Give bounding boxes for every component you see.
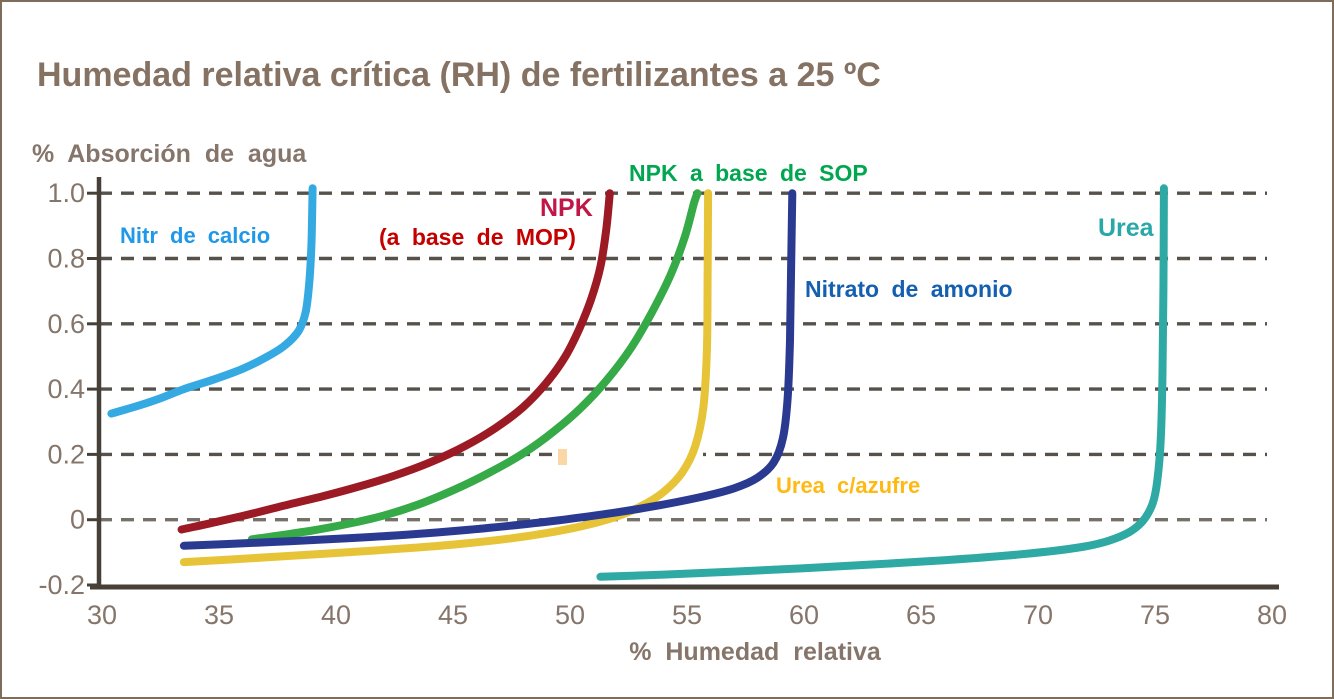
x-tick-label: 45	[438, 600, 468, 630]
y-tick-label: 0.2	[47, 439, 85, 469]
erased-label-remnant	[558, 449, 567, 465]
x-tick-label: 50	[555, 600, 585, 630]
series-label-nitrato-de-amonio: Nitrato de amonio	[805, 276, 1013, 302]
series-label-a-base-de-mop: (a base de MOP)	[379, 224, 576, 250]
x-tick-label: 80	[1257, 600, 1287, 630]
curve-urea_azufre	[179, 189, 713, 567]
curve-urea	[596, 184, 1168, 581]
x-axis-title: % Humedad relativa	[629, 638, 881, 666]
series-label-npk: NPK	[540, 194, 593, 222]
curve-nitrato_amonio	[179, 189, 797, 550]
series-label-urea: Urea	[1098, 214, 1154, 242]
y-axis-title: % Absorción de agua	[32, 140, 307, 168]
x-tick-label: 75	[1140, 600, 1170, 630]
curve-npk_mop	[177, 189, 614, 534]
series-label-urea-c-azufre: Urea c/azufre	[776, 473, 921, 498]
y-tick-label: 0.6	[47, 309, 85, 339]
erased-label-patch	[553, 442, 703, 472]
y-tick-label: 0.8	[47, 244, 85, 274]
x-tick-label: 55	[672, 600, 702, 630]
x-tick-label: 30	[87, 600, 117, 630]
curve-npk_sop	[247, 189, 702, 544]
y-tick-label: 0.4	[47, 374, 85, 404]
page-title: Humedad relativa crítica (RH) de fertili…	[37, 56, 881, 94]
x-tick-label: 60	[789, 600, 819, 630]
x-tick-label: 40	[321, 600, 351, 630]
x-tick-label: 65	[906, 600, 936, 630]
x-tick-label: 35	[204, 600, 234, 630]
y-tick-label: 0	[70, 505, 85, 535]
series-label-npk-a-base-de-sop: NPK a base de SOP	[629, 160, 868, 186]
y-tick-label: 1.0	[47, 178, 85, 208]
y-tick-label: -0.2	[38, 570, 85, 600]
series-label-nitr-de-calcio: Nitr de calcio	[120, 223, 271, 248]
x-tick-label: 70	[1023, 600, 1053, 630]
curve-calcio	[107, 184, 317, 418]
